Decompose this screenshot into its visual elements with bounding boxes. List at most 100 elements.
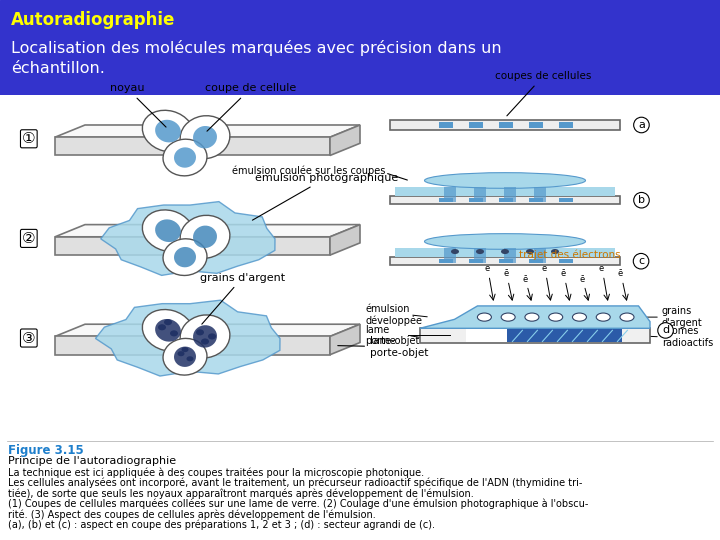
Text: ē: ē — [599, 265, 604, 273]
Text: émulsion
développée: émulsion développée — [365, 304, 422, 326]
Text: (a), (b) et (c) : aspect en coupe des préparations 1, 2 et 3 ; (d) : secteur agr: (a), (b) et (c) : aspect en coupe des pr… — [8, 519, 435, 530]
Ellipse shape — [164, 319, 172, 325]
Ellipse shape — [501, 313, 516, 321]
Text: ē: ē — [580, 274, 585, 284]
Bar — [508, 329, 622, 341]
Bar — [395, 248, 615, 257]
Bar — [529, 122, 543, 128]
Ellipse shape — [551, 249, 559, 254]
Text: coupes de cellules: coupes de cellules — [495, 71, 591, 116]
Polygon shape — [55, 137, 330, 156]
Ellipse shape — [163, 139, 207, 176]
Polygon shape — [330, 324, 360, 355]
Bar — [466, 329, 508, 341]
Ellipse shape — [163, 339, 207, 375]
Ellipse shape — [193, 226, 217, 248]
Ellipse shape — [476, 249, 484, 254]
Bar — [534, 187, 546, 202]
Ellipse shape — [143, 110, 194, 152]
Ellipse shape — [180, 116, 230, 159]
Bar — [439, 259, 453, 263]
Text: ē: ē — [485, 265, 490, 273]
Ellipse shape — [620, 313, 634, 321]
Ellipse shape — [186, 356, 194, 361]
Ellipse shape — [425, 173, 585, 188]
Text: ē: ē — [541, 265, 546, 273]
Ellipse shape — [143, 210, 194, 252]
Ellipse shape — [501, 249, 509, 254]
Text: trajet des électrons: trajet des électrons — [518, 250, 621, 260]
Text: (1) Coupes de cellules marquées collées sur une lame de verre. (2) Coulage d'une: (1) Coupes de cellules marquées collées … — [8, 498, 588, 509]
Bar — [439, 198, 453, 202]
Bar — [469, 122, 483, 128]
Text: Figure 3.15: Figure 3.15 — [8, 444, 84, 457]
Ellipse shape — [181, 347, 189, 352]
Text: ē: ē — [561, 269, 566, 279]
Polygon shape — [55, 225, 360, 237]
Text: émulsion coulée sur les coupes: émulsion coulée sur les coupes — [232, 165, 385, 176]
Bar — [534, 248, 546, 263]
Ellipse shape — [193, 325, 217, 348]
Ellipse shape — [451, 249, 459, 254]
Ellipse shape — [174, 247, 196, 267]
Bar — [439, 122, 453, 128]
Ellipse shape — [572, 313, 587, 321]
Text: c: c — [638, 256, 644, 266]
Polygon shape — [330, 225, 360, 255]
Bar — [499, 198, 513, 202]
Ellipse shape — [170, 330, 178, 336]
Ellipse shape — [158, 324, 166, 330]
Bar — [474, 248, 486, 263]
Text: coupe de cellule: coupe de cellule — [205, 84, 296, 131]
Polygon shape — [55, 125, 360, 137]
Ellipse shape — [155, 319, 181, 342]
Ellipse shape — [201, 339, 209, 345]
Bar — [504, 248, 516, 263]
Text: Principe de l'autoradiographie: Principe de l'autoradiographie — [8, 456, 176, 466]
Ellipse shape — [155, 219, 181, 242]
Text: ③: ③ — [22, 330, 35, 346]
Text: grains d'argent: grains d'argent — [200, 273, 285, 324]
Polygon shape — [55, 336, 330, 355]
Text: atomes
radioactifs: atomes radioactifs — [662, 326, 714, 348]
Text: lame
porte-objet: lame porte-objet — [365, 325, 419, 346]
Bar — [529, 198, 543, 202]
Ellipse shape — [174, 347, 196, 367]
Bar — [390, 196, 620, 204]
Bar — [499, 259, 513, 263]
Polygon shape — [420, 306, 650, 328]
Bar — [559, 198, 573, 202]
Ellipse shape — [549, 313, 563, 321]
Text: b: b — [638, 195, 645, 205]
Text: Autoradiographie: Autoradiographie — [11, 11, 175, 29]
Bar — [390, 257, 620, 265]
Ellipse shape — [525, 313, 539, 321]
Polygon shape — [96, 300, 280, 376]
Bar — [420, 328, 650, 342]
Ellipse shape — [596, 313, 611, 321]
Ellipse shape — [425, 234, 585, 249]
Text: lame
porte-objet: lame porte-objet — [338, 336, 428, 357]
Text: rité. (3) Aspect des coupes de cellules après développement de l'émulsion.: rité. (3) Aspect des coupes de cellules … — [8, 509, 376, 519]
Ellipse shape — [178, 351, 184, 356]
Ellipse shape — [526, 249, 534, 254]
Bar — [395, 187, 615, 196]
Ellipse shape — [193, 126, 217, 148]
Bar — [390, 120, 620, 130]
Text: noyau: noyau — [110, 84, 166, 127]
Polygon shape — [55, 237, 330, 255]
Text: ē: ē — [618, 269, 623, 279]
Polygon shape — [55, 324, 360, 336]
Text: a: a — [638, 120, 645, 130]
Text: ②: ② — [22, 231, 35, 246]
Polygon shape — [101, 201, 275, 275]
Bar — [559, 122, 573, 128]
Text: grains
d'argent: grains d'argent — [662, 306, 703, 328]
Text: ē: ē — [503, 269, 509, 279]
Bar — [559, 259, 573, 263]
Text: Localisation des molécules marquées avec précision dans un
échantillon.: Localisation des molécules marquées avec… — [11, 40, 501, 76]
Ellipse shape — [155, 120, 181, 143]
Ellipse shape — [163, 239, 207, 275]
Bar — [444, 248, 456, 263]
Text: d: d — [662, 326, 669, 335]
